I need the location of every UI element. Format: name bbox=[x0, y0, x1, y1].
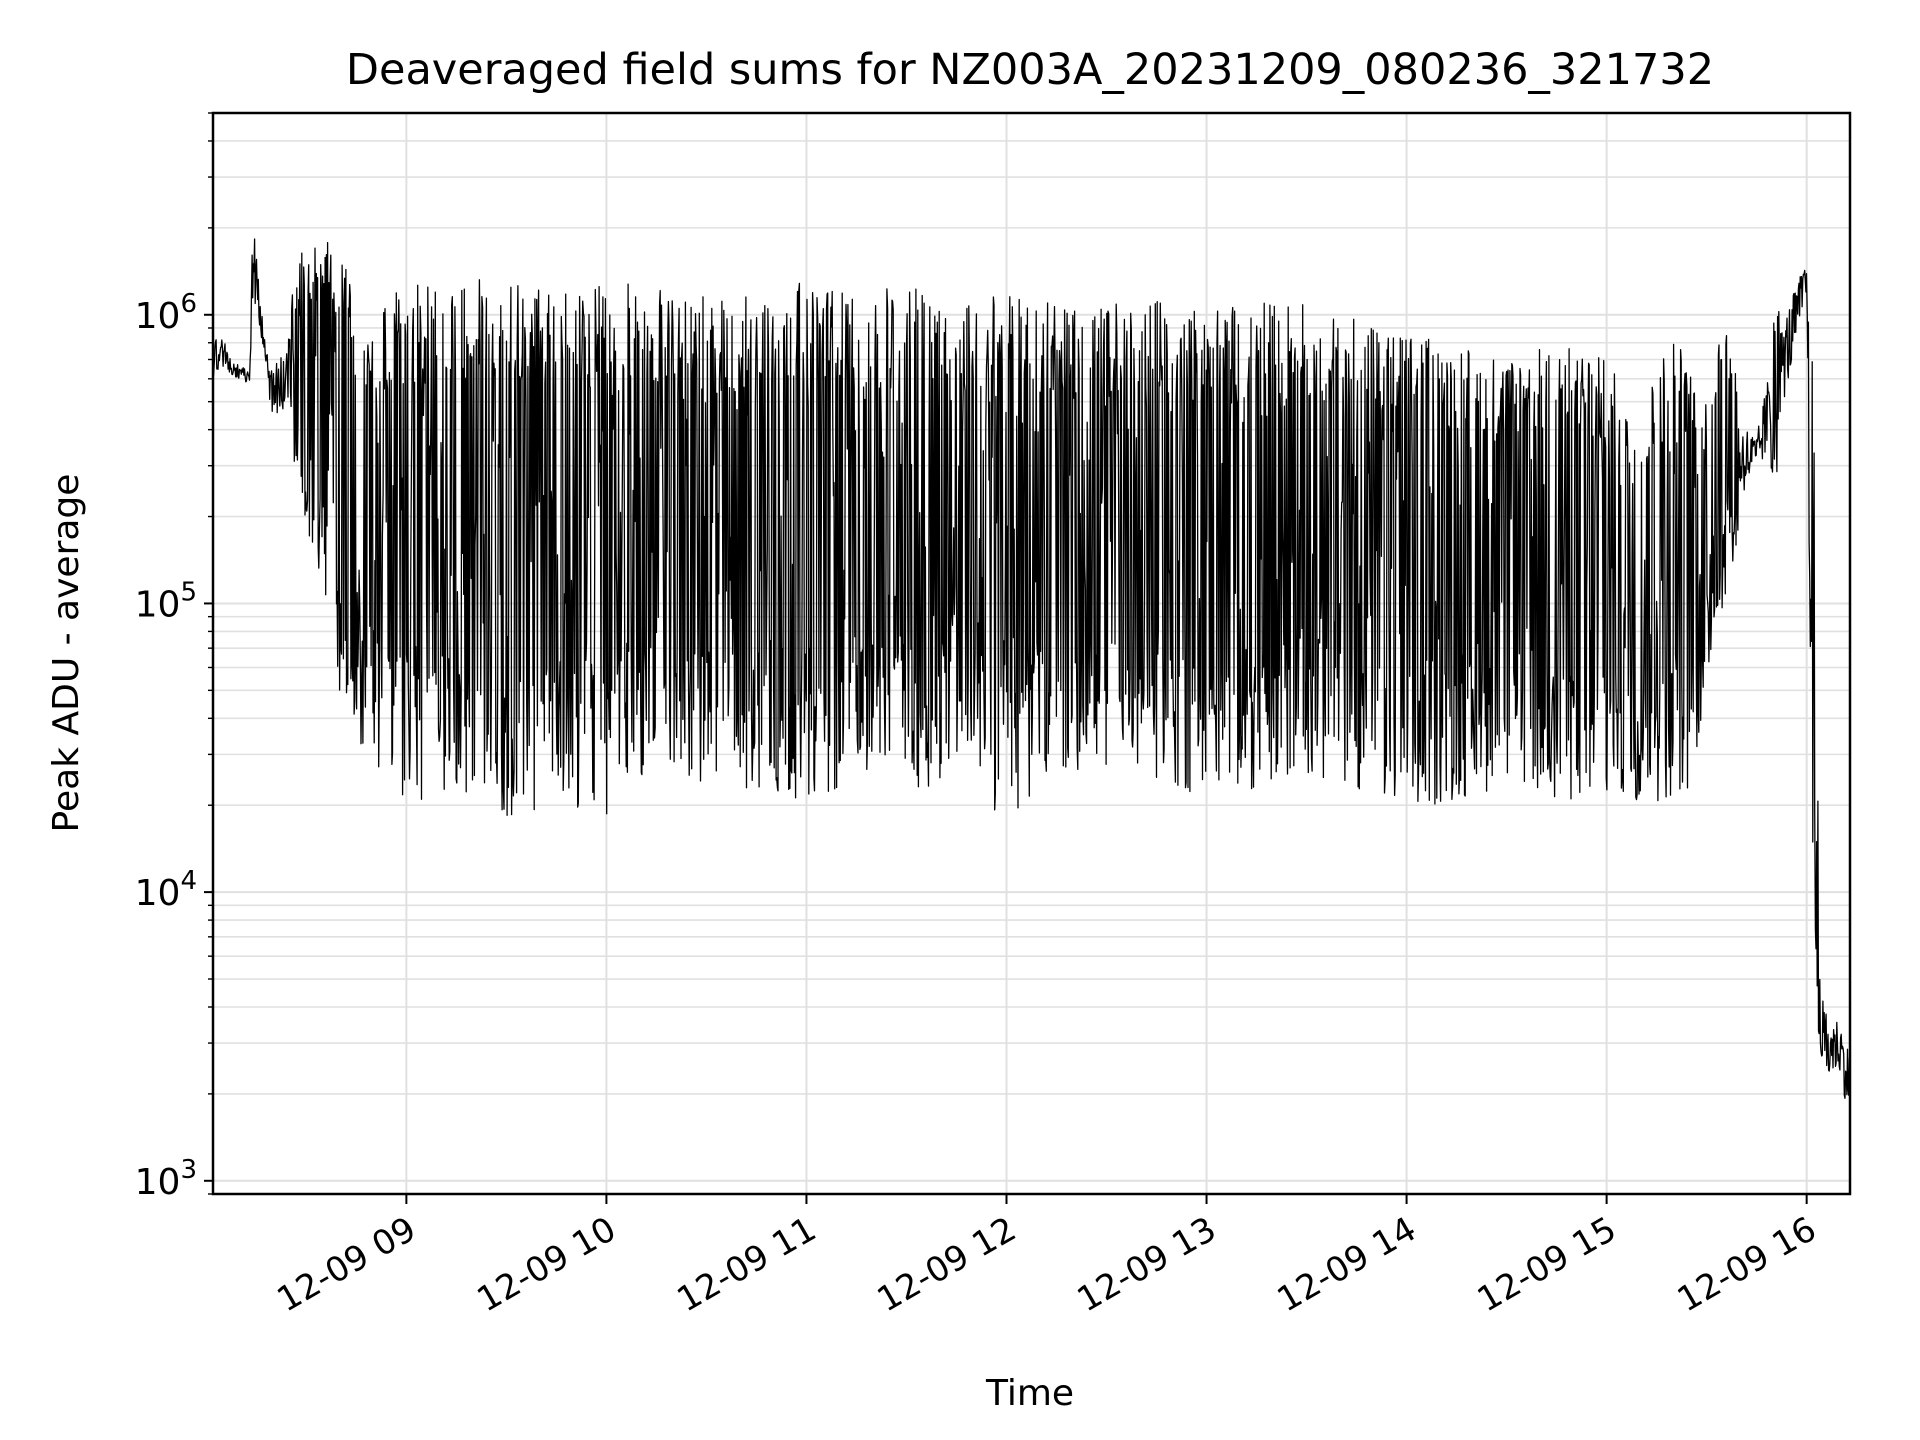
y-tick-label: 104 bbox=[135, 866, 197, 914]
plot-frame bbox=[211, 111, 1852, 1196]
y-axis-ticks: 103 104 105 106 bbox=[135, 112, 213, 1203]
y-axis-label: Peak ADU - average bbox=[46, 474, 87, 833]
x-axis-label: Time bbox=[985, 1373, 1074, 1414]
y-tick-label: 106 bbox=[135, 289, 197, 337]
data-series bbox=[212, 238, 1851, 1099]
chart-title: Deaveraged field sums for NZ003A_2023120… bbox=[346, 45, 1714, 95]
series-line bbox=[212, 238, 1851, 1099]
y-tick-label: 103 bbox=[135, 1155, 197, 1203]
y-tick-label: 105 bbox=[135, 577, 197, 625]
